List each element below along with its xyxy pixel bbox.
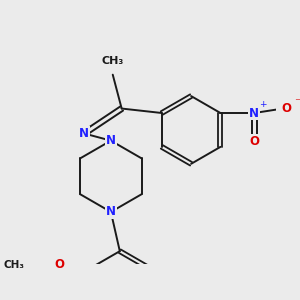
Text: +: + (259, 100, 266, 109)
Text: N: N (79, 127, 89, 140)
Text: O: O (281, 102, 291, 115)
Text: N: N (249, 106, 259, 119)
Text: O: O (54, 258, 64, 271)
Text: CH₃: CH₃ (102, 56, 124, 66)
Text: ⁻: ⁻ (295, 97, 300, 110)
Text: N: N (106, 134, 116, 147)
Text: N: N (106, 206, 116, 218)
Text: CH₃: CH₃ (4, 260, 25, 270)
Text: O: O (249, 135, 259, 148)
